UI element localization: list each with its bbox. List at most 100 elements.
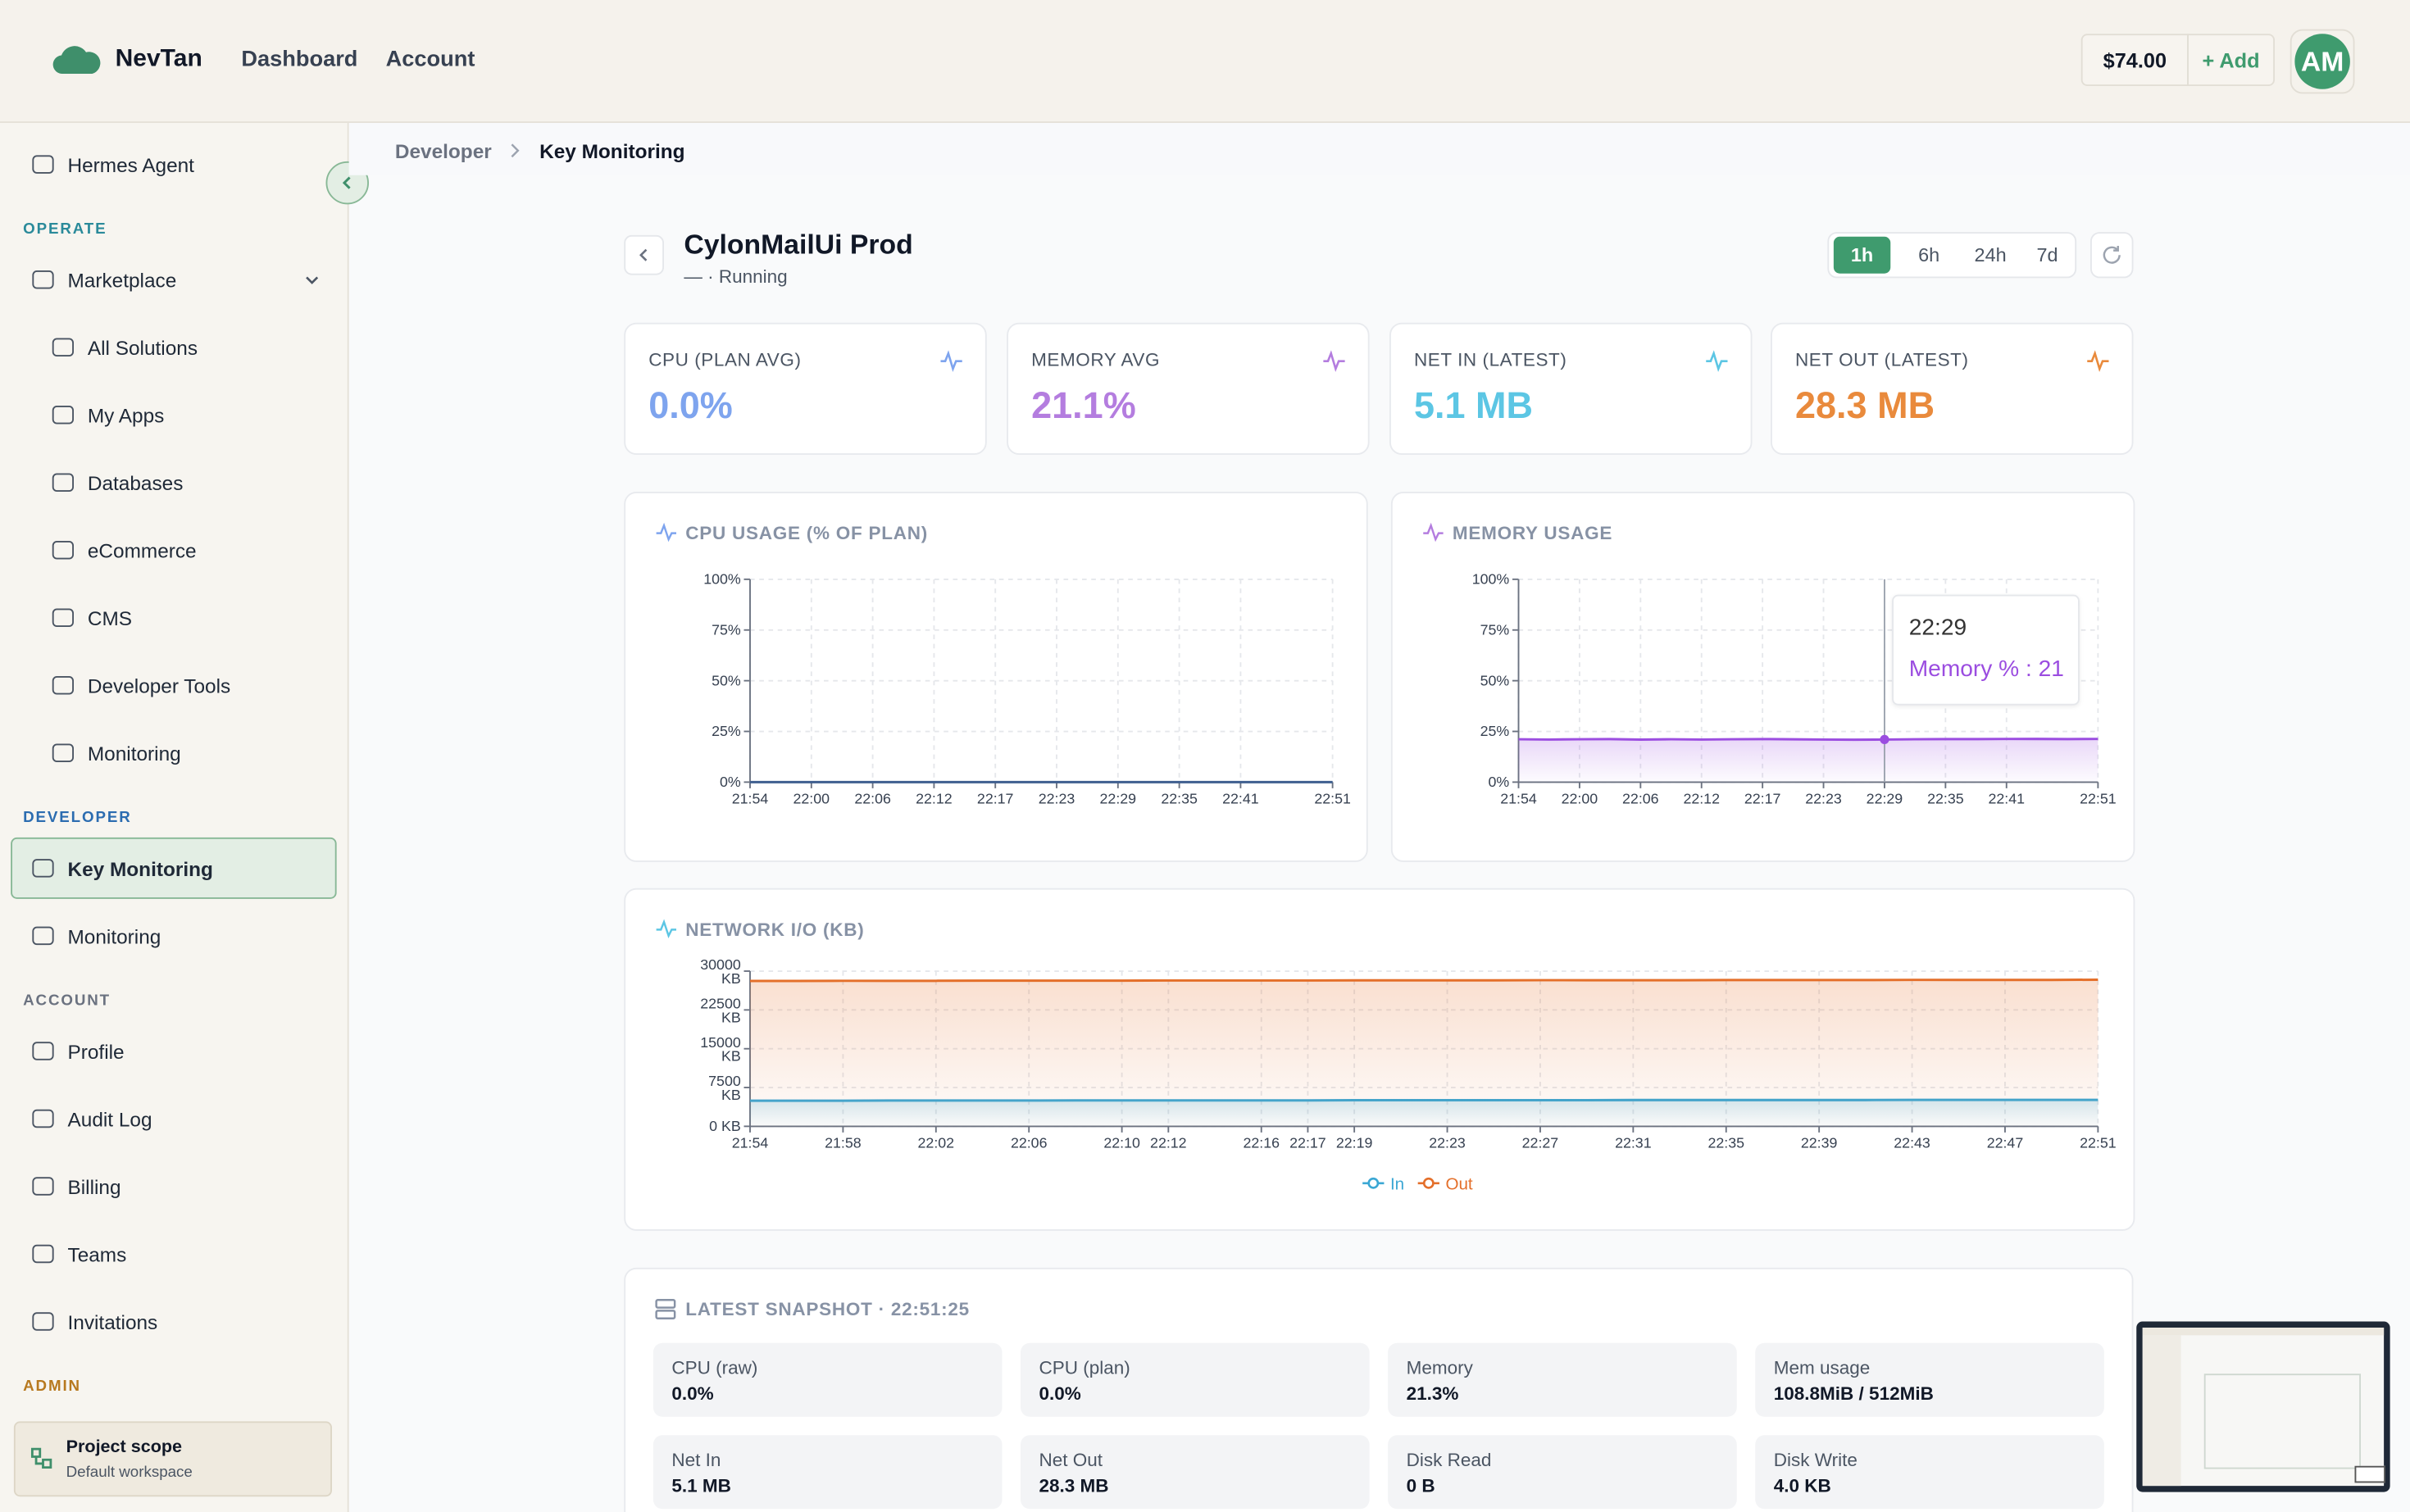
nav-label: Billing: [67, 1174, 121, 1198]
x-tick-label: 22:10: [1103, 1135, 1140, 1151]
snapshot-item: Disk Write 4.0 KB: [1755, 1435, 2104, 1510]
legend-label[interactable]: Out: [1445, 1174, 1472, 1193]
nav-label: Hermes Agent: [67, 152, 194, 176]
snapshot-value: 28.3 MB: [1039, 1475, 1109, 1497]
stat-label: NET IN (LATEST): [1414, 348, 1567, 370]
tooltip-time: 22:29: [1908, 615, 1967, 641]
tooltip-series: Memory %: [1908, 656, 2020, 683]
brand[interactable]: NevTan: [115, 46, 202, 73]
stat-label: MEMORY AVG: [1031, 348, 1161, 370]
nav-item[interactable]: Hermes Agent: [11, 134, 337, 195]
chevron: [306, 276, 319, 284]
nav-item[interactable]: Teams: [11, 1224, 337, 1285]
snapshot-icon: [655, 1299, 676, 1319]
nav-subitem[interactable]: eCommerce: [11, 520, 337, 581]
range-option[interactable]: 1h: [1833, 236, 1891, 274]
nav-item[interactable]: Key Monitoring: [11, 837, 337, 899]
nav-item[interactable]: Profile: [11, 1020, 337, 1082]
balance[interactable]: $74.00: [2080, 34, 2189, 86]
nav-subitem[interactable]: All Solutions: [11, 316, 337, 378]
breadcrumb-link[interactable]: Developer: [394, 139, 492, 163]
nav-link[interactable]: Dashboard: [241, 48, 358, 73]
preview-screen: [2142, 1328, 2385, 1487]
x-tick-label: 22:17: [1289, 1135, 1326, 1151]
preview-bar: [2142, 1328, 2385, 1336]
app-name: CylonMailUi Prod: [684, 229, 913, 260]
app-status: — · Running: [684, 266, 788, 288]
chart-tooltip: 22:29 Memory %21: [1892, 594, 2080, 706]
nav-label: Key Monitoring: [67, 856, 213, 880]
nav-item[interactable]: Monitoring: [11, 905, 337, 966]
preview-thumbnail[interactable]: [2136, 1321, 2390, 1492]
nav-label: Marketplace: [67, 268, 177, 292]
snapshot-label: Net In: [671, 1449, 721, 1471]
nav-label: Teams: [67, 1242, 127, 1266]
range-option[interactable]: 6h: [1918, 244, 1940, 266]
x-tick-label: 22:16: [1243, 1135, 1280, 1151]
nav-subitem[interactable]: CMS: [11, 587, 337, 648]
nav-label: Databases: [87, 470, 184, 494]
area: [1518, 738, 2099, 783]
x-tick-label: 22:19: [1336, 1135, 1373, 1151]
y-tick-label: 75%: [712, 621, 741, 638]
nav-item[interactable]: Audit Log: [11, 1088, 337, 1150]
nav-label: Monitoring: [87, 741, 181, 765]
snapshot-value: 0.0%: [1039, 1383, 1081, 1405]
stat-card: NET IN (LATEST) 5.1 MB: [1389, 322, 1753, 455]
legend-marker: [1422, 1177, 1435, 1189]
nav-icon: [52, 608, 74, 627]
chevron-left: [342, 176, 351, 189]
snapshot-value: 0 B: [1406, 1475, 1435, 1497]
snapshot-label: CPU (raw): [671, 1356, 758, 1378]
snapshot-label: CPU (plan): [1039, 1356, 1130, 1378]
range-option[interactable]: 7d: [2036, 244, 2058, 266]
nav-subitem[interactable]: Monitoring: [11, 722, 337, 783]
snapshot-value: 21.3%: [1406, 1383, 1459, 1405]
y-tick-label: 50%: [712, 672, 741, 688]
nav-item[interactable]: Marketplace: [11, 249, 337, 311]
stat-label: NET OUT (LATEST): [1795, 348, 1969, 370]
x-tick-label: 21:58: [825, 1135, 862, 1151]
section-title: OPERATE: [23, 221, 107, 238]
scope-title: Project scope: [66, 1438, 183, 1457]
stat-card: NET OUT (LATEST) 28.3 MB: [1771, 322, 2134, 455]
stat-value: 0.0%: [648, 385, 733, 428]
icon-glyph: [2087, 350, 2109, 372]
nav-subitem[interactable]: Developer Tools: [11, 655, 337, 716]
nav-icon: [32, 926, 54, 946]
snapshot-item: CPU (plan) 0.0%: [1021, 1342, 1370, 1417]
refresh-button[interactable]: [2090, 232, 2134, 279]
nav-icon: [52, 676, 74, 695]
stat-value: 21.1%: [1031, 385, 1136, 428]
x-tick-label: 22:51: [2080, 791, 2117, 807]
range-option[interactable]: 24h: [1974, 244, 2007, 266]
nav-item[interactable]: Billing: [11, 1156, 337, 1217]
avatar[interactable]: AM: [2290, 29, 2355, 94]
x-tick-label: 22:06: [1011, 1135, 1048, 1151]
chart-icon: [656, 522, 676, 543]
back-button[interactable]: [624, 234, 664, 275]
nav-link[interactable]: Account: [385, 48, 475, 73]
project-scope[interactable]: Project scope Default workspace: [13, 1421, 332, 1497]
nav-item[interactable]: Invitations: [11, 1291, 337, 1352]
nav-label: Audit Log: [67, 1106, 152, 1131]
y-tick-label: 15000 KB: [700, 1034, 741, 1065]
breadcrumb-separator: [511, 143, 520, 158]
x-tick-label: 22:35: [1927, 791, 1964, 807]
x-tick-label: 22:17: [1744, 791, 1781, 807]
icon-glyph: [1706, 350, 1728, 372]
tooltip-value: Memory %21: [1909, 656, 2064, 683]
refresh-icon: [2103, 246, 2121, 264]
nav-subitem[interactable]: My Apps: [11, 384, 337, 446]
snapshot-title: LATEST SNAPSHOT · 22:51:25: [685, 1298, 970, 1320]
x-tick-label: 22:23: [1039, 791, 1075, 807]
breadcrumb-current: Key Monitoring: [539, 139, 685, 163]
add-funds[interactable]: + Add: [2187, 34, 2275, 86]
x-tick-label: 22:27: [1522, 1135, 1559, 1151]
y-tick-label: 25%: [1480, 723, 1510, 739]
chart: CPU USAGE (% OF PLAN) 0% 25% 50% 75% 100% 21:5…: [656, 522, 1351, 807]
nav-subitem[interactable]: Databases: [11, 452, 337, 513]
nav-label: Monitoring: [67, 924, 161, 947]
legend-label[interactable]: In: [1390, 1174, 1404, 1193]
